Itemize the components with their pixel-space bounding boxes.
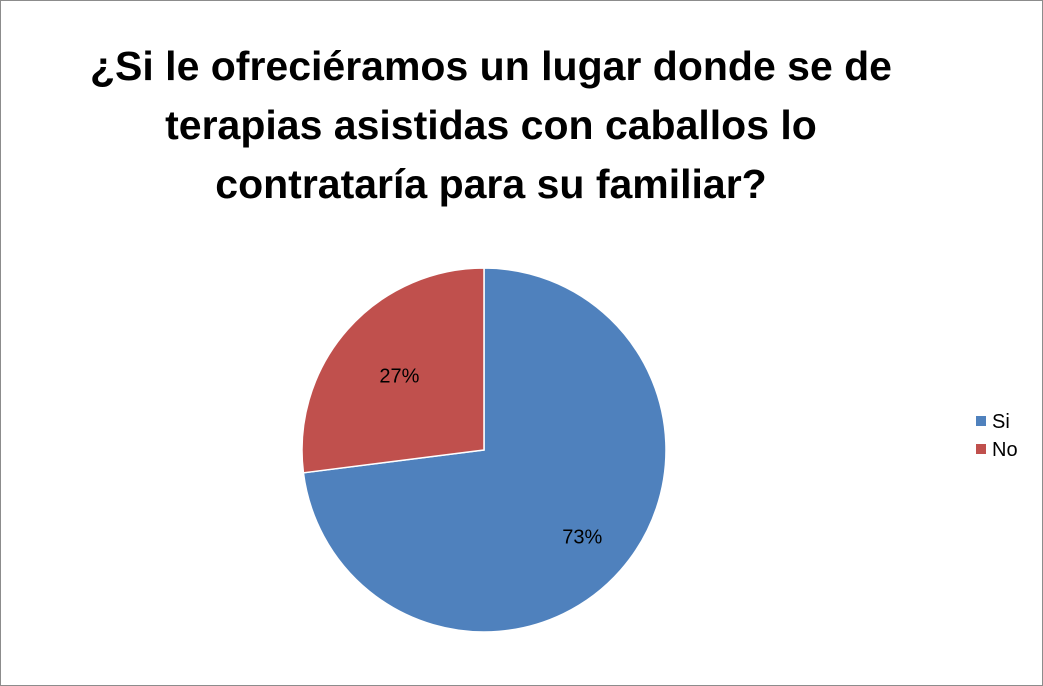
pie-slices bbox=[301, 267, 667, 633]
pie-data-labels: 73% 27% bbox=[379, 365, 602, 548]
legend-label-si: Si bbox=[992, 411, 1010, 433]
legend-swatch-si bbox=[976, 416, 986, 426]
pie-slice-no bbox=[301, 267, 485, 474]
legend-swatch-no bbox=[976, 444, 986, 454]
chart-title: ¿Si le ofreciéramos un lugar donde se de… bbox=[90, 43, 892, 207]
data-label-no: 27% bbox=[379, 365, 419, 387]
legend: Si No bbox=[976, 411, 1018, 461]
data-label-si: 73% bbox=[562, 527, 602, 549]
legend-label-no: No bbox=[992, 439, 1018, 461]
